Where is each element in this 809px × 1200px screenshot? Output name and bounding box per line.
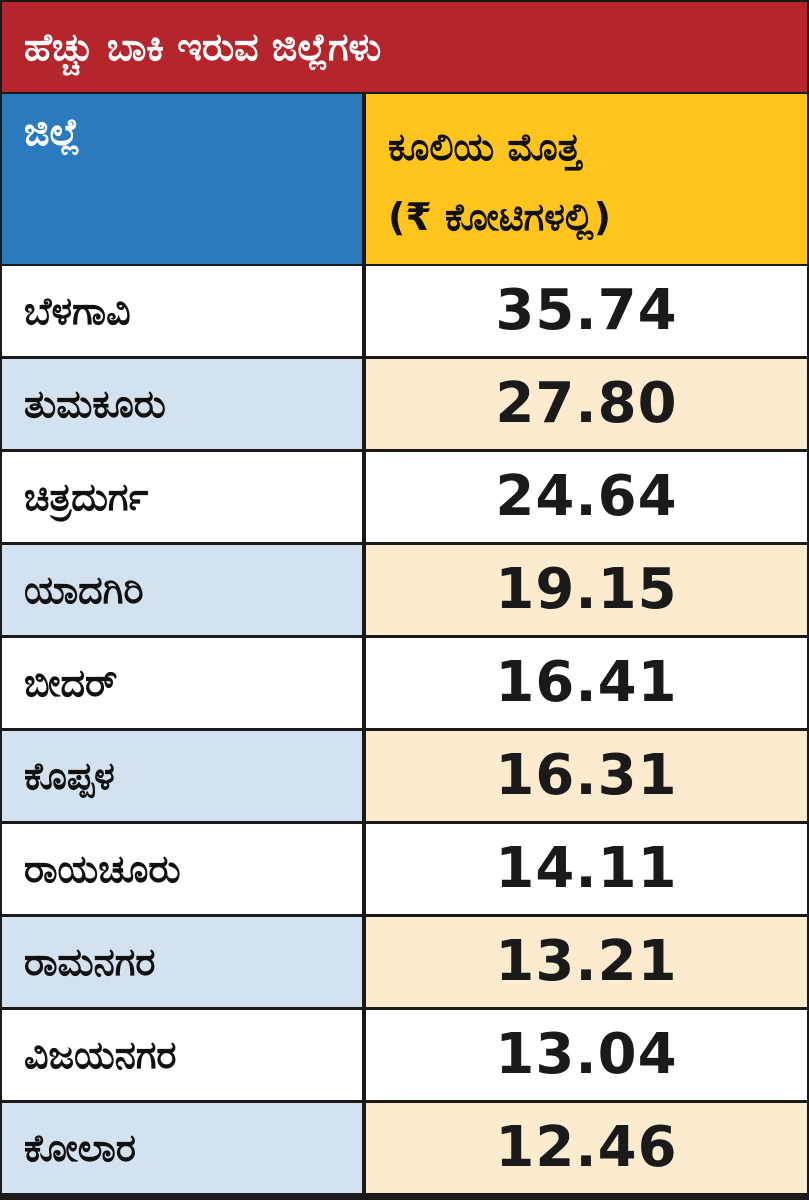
table-row: ಕೋಲಾರ 12.46 bbox=[2, 1103, 807, 1193]
district-cell: ಕೊಪ್ಪಳ bbox=[2, 731, 362, 821]
amount-column-header: ಕೂಲಿಯ ಮೊತ್ತ (₹ ಕೋಟಿಗಳಲ್ಲಿ) bbox=[366, 94, 807, 264]
table-row: ರಾಮನಗರ 13.21 bbox=[2, 917, 807, 1007]
table-row: ಕೊಪ್ಪಳ 16.31 bbox=[2, 731, 807, 821]
table-row: ರಾಯಚೂರು 14.11 bbox=[2, 824, 807, 914]
table-row: ವಿಜಯನಗರ 13.04 bbox=[2, 1010, 807, 1100]
amount-cell: 27.80 bbox=[366, 359, 807, 449]
amount-cell: 14.11 bbox=[366, 824, 807, 914]
district-cell: ಚಿತ್ರದುರ್ಗ bbox=[2, 452, 362, 542]
district-cell: ಕೋಲಾರ bbox=[2, 1103, 362, 1193]
amount-cell: 13.04 bbox=[366, 1010, 807, 1100]
district-cell: ರಾಯಚೂರು bbox=[2, 824, 362, 914]
district-cell: ರಾಮನಗರ bbox=[2, 917, 362, 1007]
table-row: ಚಿತ್ರದುರ್ಗ 24.64 bbox=[2, 452, 807, 542]
amount-cell: 13.21 bbox=[366, 917, 807, 1007]
district-cell: ಯಾದಗಿರಿ bbox=[2, 545, 362, 635]
district-column-header: ಜಿಲ್ಲೆ bbox=[2, 94, 362, 264]
amount-header-line2: (₹ ಕೋಟಿಗಳಲ್ಲಿ) bbox=[388, 195, 611, 239]
table-row: ಬೀದರ್ 16.41 bbox=[2, 638, 807, 728]
district-cell: ಬೀದರ್ bbox=[2, 638, 362, 728]
amount-cell: 16.41 bbox=[366, 638, 807, 728]
district-cell: ತುಮಕೂರು bbox=[2, 359, 362, 449]
amount-cell: 12.46 bbox=[366, 1103, 807, 1193]
amount-cell: 35.74 bbox=[366, 266, 807, 356]
table-row: ಬೆಳಗಾವಿ 35.74 bbox=[2, 266, 807, 356]
table-row: ಯಾದಗಿರಿ 19.15 bbox=[2, 545, 807, 635]
table-title: ಹೆಚ್ಚು ಬಾಕಿ ಇರುವ ಜಿಲ್ಲೆಗಳು bbox=[2, 2, 807, 92]
amount-cell: 19.15 bbox=[366, 545, 807, 635]
amount-header-line1: ಕೂಲಿಯ ಮೊತ್ತ bbox=[388, 125, 582, 169]
amount-cell: 16.31 bbox=[366, 731, 807, 821]
table-row: ತುಮಕೂರು 27.80 bbox=[2, 359, 807, 449]
district-cell: ಬೆಳಗಾವಿ bbox=[2, 266, 362, 356]
amount-cell: 24.64 bbox=[366, 452, 807, 542]
district-cell: ವಿಜಯನಗರ bbox=[2, 1010, 362, 1100]
